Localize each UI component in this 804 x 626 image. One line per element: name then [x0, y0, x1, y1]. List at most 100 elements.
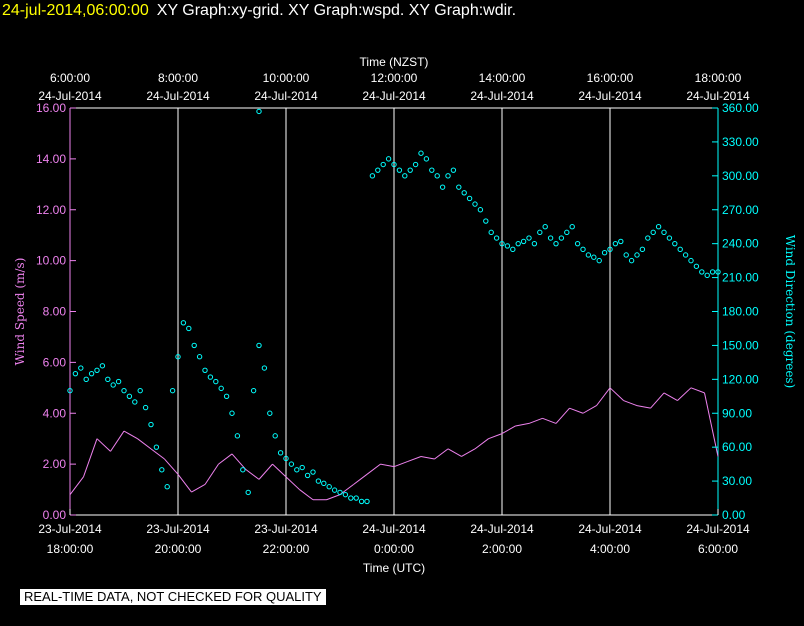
wind-direction-point: [569, 224, 575, 230]
top-tick-label-date: 24-Jul-2014: [146, 89, 210, 103]
right-tick-label: 330.00: [722, 135, 759, 149]
axes: 0.00 2.00 4.00 6.00 8.00 10.00 12.00 14.00 16.00…: [13, 55, 797, 575]
right-tick-label: 240.00: [722, 237, 759, 251]
wind-direction-point: [240, 467, 246, 473]
wind-direction-point: [407, 167, 413, 173]
wind-speed-segment: [177, 473, 192, 493]
right-tick-label: 0.00: [722, 508, 746, 522]
wind-direction-point: [418, 150, 424, 156]
wind-speed-segment: [164, 458, 179, 475]
wind-direction-point: [358, 498, 365, 505]
wind-direction-point: [148, 421, 154, 428]
wind-direction-point: [121, 387, 127, 394]
wind-direction-point: [661, 229, 667, 236]
wind-direction-point: [326, 484, 332, 490]
wind-direction-point: [153, 444, 160, 450]
top-tick-label-date: 24-Jul-2014: [686, 89, 750, 103]
wind-speed-segment: [609, 387, 624, 401]
top-tick-label-time: 6:00:00: [50, 71, 90, 85]
wind-direction-point: [580, 246, 586, 253]
wind-direction-point: [504, 243, 511, 249]
wind-direction-point: [294, 467, 300, 473]
wind-direction-point: [283, 455, 289, 462]
wind-speed-segment: [204, 463, 219, 485]
wind-direction-point: [402, 173, 408, 179]
wind-speed-segment: [150, 448, 165, 460]
bottom-tick-label-date: 24-Jul-2014: [686, 522, 750, 536]
wind-speed-segment: [393, 461, 408, 468]
wind-speed-segment: [650, 392, 665, 409]
wind-direction-point: [137, 387, 143, 394]
wind-direction-point: [348, 495, 354, 501]
wind-direction-point: [288, 461, 295, 467]
bottom-tick-label-date: 24-Jul-2014: [470, 522, 534, 536]
wind-direction-point: [634, 252, 640, 258]
wind-speed-segment: [704, 392, 719, 457]
wind-speed-segment: [69, 476, 84, 495]
wind-direction-point: [547, 235, 554, 241]
wind-direction-point: [618, 238, 624, 245]
wind-direction-point: [585, 252, 592, 258]
wind-direction-point: [175, 354, 181, 360]
bottom-tick-label-date: 23-Jul-2014: [254, 522, 318, 536]
right-tick-label: 150.00: [722, 338, 759, 352]
wind-direction-point: [461, 190, 467, 196]
wind-direction-point: [682, 252, 689, 258]
wind-direction-point: [477, 207, 484, 213]
top-tick-label-date: 24-Jul-2014: [254, 89, 318, 103]
bottom-tick-label-time: 4:00:00: [590, 542, 630, 556]
wind-direction-point: [499, 240, 505, 247]
wind-direction-point: [537, 229, 543, 236]
wind-speed-segment: [690, 387, 705, 394]
wind-speed-segment: [191, 484, 206, 493]
right-tick-label: 180.00: [722, 305, 759, 319]
wind-direction-point: [105, 376, 111, 383]
right-tick-label: 60.00: [722, 440, 752, 454]
wind-direction-point: [272, 433, 278, 439]
wind-direction-point: [423, 156, 430, 162]
wind-direction-point: [612, 240, 619, 247]
left-tick-label: 12.00: [36, 203, 66, 217]
wind-direction-point: [510, 246, 516, 253]
wind-direction-point: [277, 450, 284, 456]
bottom-tick-label-time: 2:00:00: [482, 542, 522, 556]
wind-direction-point: [256, 108, 262, 115]
right-tick-label: 120.00: [722, 372, 759, 386]
wind-direction-point: [342, 491, 349, 498]
wind-direction-point: [439, 184, 446, 190]
wind-direction-point: [94, 367, 100, 373]
wind-direction-point: [396, 167, 403, 173]
wind-speed-segment: [326, 494, 341, 501]
wind-direction-point: [126, 393, 133, 399]
wind-direction-point: [375, 167, 381, 173]
wind-speed-segment: [272, 463, 287, 478]
wind-direction-point: [520, 238, 527, 245]
header-timestamp: 24-jul-2014,06:00:00: [2, 2, 149, 19]
wind-direction-point: [564, 229, 570, 236]
wind-direction-point: [380, 161, 386, 168]
wind-direction-point: [223, 393, 230, 399]
wind-direction-point: [434, 173, 440, 179]
wind-direction-point: [202, 367, 208, 373]
wind-direction-point: [515, 240, 521, 247]
wind-direction-point: [207, 374, 214, 380]
wind-direction-point: [526, 235, 532, 241]
grid-layer: [69, 108, 719, 515]
top-tick-label-date: 24-Jul-2014: [578, 89, 642, 103]
wind-speed-segment: [623, 400, 638, 407]
right-tick-label: 210.00: [722, 271, 759, 285]
wind-direction-point: [553, 240, 559, 247]
wind-direction-point: [67, 387, 73, 394]
wind-speed-segment: [501, 425, 516, 435]
wind-direction-point: [245, 489, 251, 496]
wind-speed-segment: [542, 417, 557, 424]
header-titles: XY Graph:xy-grid. XY Graph:wspd. XY Grap…: [156, 2, 517, 19]
wind-direction-point: [456, 184, 462, 190]
wind-direction-point: [180, 320, 187, 326]
wind-direction-point: [677, 246, 683, 253]
wind-direction-point: [709, 269, 716, 275]
wind-direction-point: [472, 201, 478, 207]
bottom-axis-title: Time (UTC): [363, 561, 425, 575]
bottom-tick-label-date: 24-Jul-2014: [578, 522, 642, 536]
wind-direction-point: [715, 269, 721, 275]
